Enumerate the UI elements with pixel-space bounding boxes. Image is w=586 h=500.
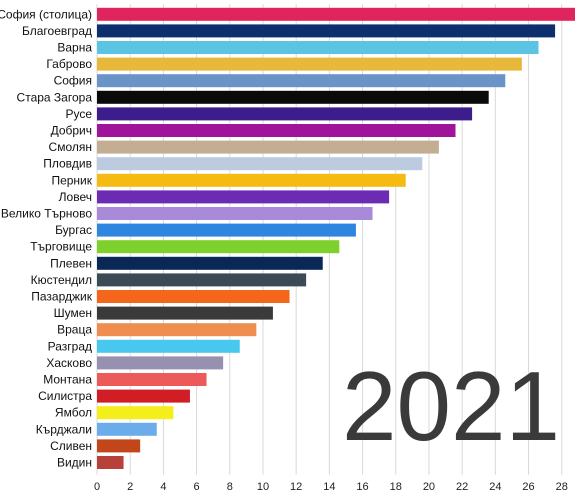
category-label: Плевен	[50, 256, 92, 270]
category-label: Добрич	[51, 124, 92, 138]
bar	[97, 240, 340, 254]
x-tick-label: 4	[160, 481, 166, 493]
category-label: Хасково	[46, 356, 92, 370]
category-label: Разград	[48, 339, 92, 353]
bar	[97, 207, 373, 220]
x-tick-label: 20	[423, 481, 435, 493]
category-label: София (столица)	[0, 7, 92, 21]
x-tick-label: 12	[290, 481, 302, 493]
bar	[97, 373, 207, 386]
x-axis-ticks: 0 2 4 6 8 10 12 14 16 18 20 22 24 26 28	[94, 481, 568, 493]
bar	[97, 24, 556, 38]
category-label: Смолян	[49, 140, 92, 154]
category-label: Ямбол	[55, 406, 92, 420]
x-tick-label: 8	[227, 481, 233, 493]
bar	[97, 57, 522, 71]
category-label: Варна	[57, 41, 92, 55]
category-label: Благоевград	[22, 24, 92, 38]
category-label: Русе	[65, 107, 92, 121]
x-tick-label: 2	[127, 481, 133, 493]
bar	[97, 190, 390, 204]
bar	[97, 41, 539, 54]
category-label: Кърджали	[36, 422, 92, 436]
bar	[97, 422, 157, 436]
category-labels: София (столица) Благоевград Варна Габрово Со…	[0, 7, 93, 469]
category-label: Видин	[57, 456, 92, 470]
bar	[97, 456, 124, 469]
x-tick-label: 0	[94, 481, 100, 493]
bar	[97, 389, 190, 403]
x-tick-label: 26	[522, 481, 534, 493]
bar	[97, 256, 323, 270]
x-tick-label: 14	[323, 481, 335, 493]
category-label: Пазарджик	[31, 290, 92, 304]
bar	[97, 223, 356, 237]
category-label: Силистра	[38, 389, 92, 403]
bar	[97, 273, 307, 287]
bar	[97, 124, 456, 137]
bar	[97, 157, 423, 171]
category-label: София	[54, 74, 92, 88]
x-tick-label: 22	[456, 481, 468, 493]
x-tick-label: 10	[257, 481, 269, 493]
category-label: Монтана	[43, 373, 92, 387]
bar	[97, 306, 273, 320]
category-label: Шумен	[54, 306, 92, 320]
bar	[97, 323, 257, 337]
bars	[97, 7, 575, 469]
year-annotation: 2021	[342, 351, 560, 461]
bar	[97, 290, 290, 303]
category-label: Бургас	[55, 223, 92, 237]
category-label: Ловеч	[59, 190, 92, 204]
category-label: Перник	[51, 173, 92, 187]
x-tick-label: 18	[390, 481, 402, 493]
bar	[97, 439, 141, 453]
bar	[97, 74, 506, 88]
category-label: Габрово	[46, 57, 92, 71]
x-tick-label: 24	[489, 481, 501, 493]
category-label: Стара Загора	[17, 90, 93, 104]
bar	[97, 406, 174, 420]
bar	[97, 7, 575, 21]
x-tick-label: 16	[356, 481, 368, 493]
x-tick-label: 28	[556, 481, 568, 493]
category-label: Търговище	[30, 240, 92, 254]
bar	[97, 107, 473, 121]
bar	[97, 173, 406, 187]
category-label: Велико Търново	[1, 207, 92, 221]
x-tick-label: 6	[194, 481, 200, 493]
bar	[97, 140, 439, 154]
category-label: Враца	[57, 323, 92, 337]
category-label: Пловдив	[43, 157, 92, 171]
bar	[97, 339, 240, 353]
bar	[97, 356, 224, 370]
category-label: Сливен	[50, 439, 92, 453]
bar	[97, 90, 489, 104]
category-label: Кюстендил	[31, 273, 92, 287]
